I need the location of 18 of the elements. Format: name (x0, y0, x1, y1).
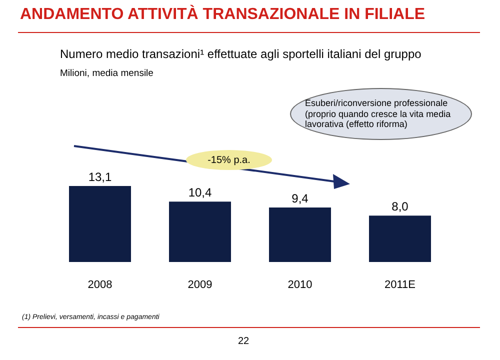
x-tick-label: 2008 (88, 278, 112, 291)
bar (69, 186, 131, 262)
data-label: 8,0 (392, 200, 409, 214)
bar (269, 207, 331, 262)
data-label: 13,1 (88, 170, 112, 184)
text: Esuberi/riconversione professionale (proprio quando cresce la vita media lavorativa (effetto riforma) (290, 88, 472, 140)
text: -15% p.a. (186, 150, 272, 170)
text: Milioni, media mensile (60, 68, 154, 79)
bar (169, 202, 231, 262)
data-label: 10,4 (188, 186, 212, 200)
chart-title: ANDAMENTO ATTIVITÀ TRANSAZIONALE IN FILIALE (20, 6, 426, 24)
data-label: 9,4 (292, 191, 309, 206)
x-tick-label: 2009 (188, 278, 212, 291)
x-tick-label: 2010 (288, 278, 312, 291)
text: 22 (238, 336, 250, 347)
x-tick-label: 2011E (384, 278, 416, 291)
bar (369, 216, 431, 262)
chart-subtitle: Numero medio transazioni¹ effettuate agli sportelli italiani del gruppo (60, 47, 422, 61)
